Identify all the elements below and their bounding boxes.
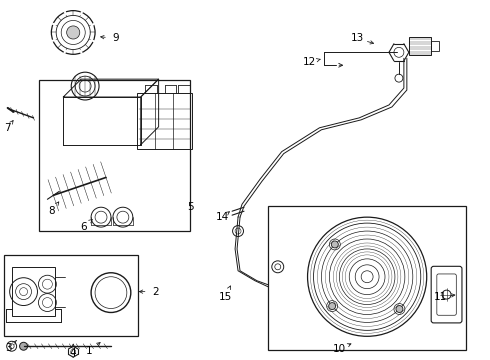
Circle shape — [331, 241, 338, 248]
Text: 15: 15 — [219, 292, 232, 302]
Bar — [431, 41, 439, 51]
Bar — [12, 267, 54, 316]
Circle shape — [329, 303, 336, 310]
Text: 3: 3 — [5, 343, 12, 353]
Text: 13: 13 — [350, 33, 364, 44]
Text: 12: 12 — [303, 57, 316, 67]
Text: 7: 7 — [4, 123, 11, 133]
Text: 4: 4 — [70, 348, 76, 358]
Text: 1: 1 — [86, 346, 93, 356]
Text: 10: 10 — [333, 344, 346, 354]
Text: 5: 5 — [187, 202, 194, 212]
Circle shape — [20, 342, 27, 350]
Bar — [137, 93, 193, 149]
Bar — [40, 80, 191, 231]
Text: 11: 11 — [434, 292, 447, 302]
Bar — [409, 37, 431, 55]
Circle shape — [67, 26, 80, 39]
Circle shape — [396, 306, 403, 312]
Bar — [268, 206, 466, 350]
Text: 8: 8 — [48, 206, 55, 216]
Text: 9: 9 — [113, 33, 119, 44]
Text: 2: 2 — [152, 287, 159, 297]
Text: 14: 14 — [216, 212, 229, 222]
Bar — [4, 255, 138, 336]
Text: 6: 6 — [80, 222, 86, 232]
